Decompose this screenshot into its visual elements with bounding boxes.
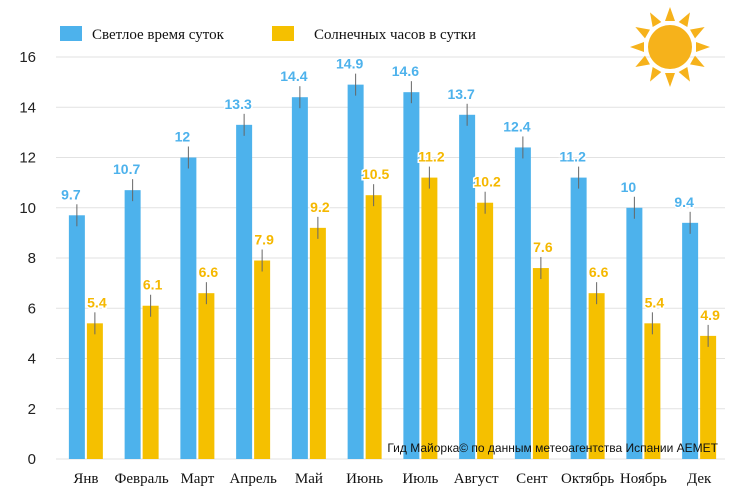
bar-sunshine-10 <box>644 323 661 459</box>
label-sunshine-9: 6.6 <box>589 264 609 280</box>
credit-annotation: Гид Майорка© по данным метеоагентства Ис… <box>387 441 718 455</box>
x-tick-label: Сент <box>516 471 548 487</box>
label-sunshine-0: 5.4 <box>87 294 107 310</box>
x-tick-label: Апрель <box>229 471 277 487</box>
label-sunshine-11: 4.9 <box>700 307 720 323</box>
y-tick-label: 6 <box>28 300 36 317</box>
bar-daylight-1 <box>124 190 141 459</box>
y-tick-label: 14 <box>19 99 36 116</box>
label-daylight-4: 14.4 <box>280 68 307 84</box>
x-tick-label: Август <box>454 471 499 487</box>
bar-sunshine-1 <box>142 305 159 459</box>
y-tick-label: 12 <box>19 150 36 167</box>
label-sunshine-7: 10.2 <box>474 174 501 190</box>
bar-sunshine-9 <box>588 293 605 459</box>
x-tick-label: Май <box>295 471 323 487</box>
x-tick-label: Октябрь <box>561 471 614 487</box>
legend-label-daylight: Светлое время суток <box>92 27 225 43</box>
label-daylight-2: 12 <box>175 129 191 145</box>
label-sunshine-6: 11.2 <box>418 149 445 165</box>
bar-daylight-6 <box>403 92 420 460</box>
bar-sunshine-0 <box>86 323 103 459</box>
label-daylight-3: 13.3 <box>225 96 252 112</box>
label-daylight-0: 9.7 <box>61 186 81 202</box>
label-daylight-5: 14.9 <box>336 56 363 72</box>
bar-sunshine-6 <box>421 177 438 459</box>
legend-label-sunshine: Солнечных часов в сутки <box>314 27 476 43</box>
bar-daylight-0 <box>68 215 85 459</box>
legend: Светлое время суток Солнечных часов в су… <box>60 26 476 43</box>
bar-daylight-9 <box>570 177 587 459</box>
label-sunshine-2: 6.6 <box>199 264 219 280</box>
label-daylight-9: 11.2 <box>559 149 586 165</box>
bar-sunshine-3 <box>254 260 271 459</box>
x-axis: Янв Февраль Март Апрель Май Июнь Июль Август Сен… <box>73 471 712 487</box>
data-labels: 9.7 5.4 10.7 6.1 12 6.6 13.3 7.9 14.4 9.2 14.9 10.5… <box>60 54 722 324</box>
label-daylight-1: 10.7 <box>113 161 140 177</box>
y-tick-label: 16 <box>19 49 36 66</box>
sun-icon <box>630 7 710 87</box>
y-tick-label: 10 <box>19 200 36 217</box>
bars <box>68 73 717 460</box>
label-sunshine-4: 9.2 <box>310 199 330 215</box>
label-sunshine-3: 7.9 <box>254 232 274 248</box>
label-sunshine-8: 7.6 <box>533 239 553 255</box>
bar-sunshine-11 <box>700 335 717 459</box>
label-sunshine-10: 5.4 <box>645 294 665 310</box>
bar-daylight-8 <box>514 147 531 459</box>
bar-daylight-7 <box>459 114 476 459</box>
label-sunshine-5: 10.5 <box>362 166 389 182</box>
bar-sunshine-5 <box>365 195 382 459</box>
legend-swatch-sunshine <box>272 26 294 41</box>
label-daylight-7: 13.7 <box>448 86 475 102</box>
label-daylight-10: 10 <box>621 179 637 195</box>
label-sunshine-1: 6.1 <box>143 277 163 293</box>
grid <box>56 56 725 460</box>
y-tick-label: 2 <box>28 401 36 418</box>
bar-sunshine-4 <box>309 227 326 459</box>
y-tick-label: 4 <box>28 351 36 368</box>
bar-sunshine-7 <box>477 202 494 459</box>
x-tick-label: Март <box>180 471 214 487</box>
label-daylight-11: 9.4 <box>674 194 694 210</box>
x-tick-label: Дек <box>687 471 712 487</box>
label-daylight-6: 14.6 <box>392 63 419 79</box>
bar-daylight-10 <box>626 207 643 459</box>
y-axis: 0 2 4 6 8 10 12 14 16 <box>19 49 36 468</box>
bar-sunshine-8 <box>532 268 549 459</box>
bar-daylight-3 <box>236 124 253 460</box>
y-tick-label: 8 <box>28 250 36 267</box>
bar-daylight-2 <box>180 157 197 459</box>
bar-daylight-11 <box>682 222 699 459</box>
bar-sunshine-2 <box>198 293 215 459</box>
x-tick-label: Июнь <box>346 471 383 487</box>
x-tick-label: Янв <box>73 471 98 487</box>
legend-swatch-daylight <box>60 26 82 41</box>
x-tick-label: Июль <box>402 471 438 487</box>
label-daylight-8: 12.4 <box>503 118 530 134</box>
x-tick-label: Февраль <box>115 471 169 487</box>
x-tick-label: Ноябрь <box>620 471 667 487</box>
y-tick-label: 0 <box>28 451 36 468</box>
bar-daylight-5 <box>347 84 364 459</box>
bar-daylight-4 <box>291 97 308 459</box>
